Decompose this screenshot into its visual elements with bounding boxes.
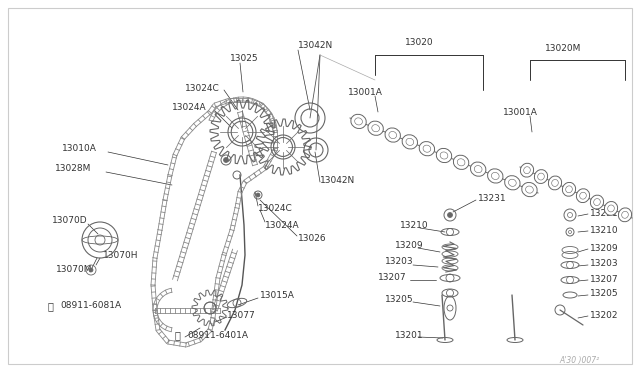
Text: 13025: 13025 bbox=[230, 54, 259, 62]
Ellipse shape bbox=[351, 114, 366, 129]
Ellipse shape bbox=[457, 159, 465, 166]
Ellipse shape bbox=[453, 155, 469, 169]
Text: 13010A: 13010A bbox=[62, 144, 97, 153]
Ellipse shape bbox=[520, 163, 534, 177]
Ellipse shape bbox=[423, 145, 431, 152]
Text: 13015A: 13015A bbox=[260, 291, 295, 299]
Text: 08911-6081A: 08911-6081A bbox=[60, 301, 121, 311]
Text: 13203: 13203 bbox=[385, 257, 413, 266]
Ellipse shape bbox=[552, 179, 558, 186]
Ellipse shape bbox=[474, 166, 482, 173]
Ellipse shape bbox=[563, 182, 575, 196]
Text: 13024A: 13024A bbox=[265, 221, 300, 230]
Ellipse shape bbox=[577, 189, 589, 203]
Circle shape bbox=[89, 268, 93, 272]
Ellipse shape bbox=[525, 186, 533, 193]
Text: 13205: 13205 bbox=[385, 295, 413, 305]
Text: 13042N: 13042N bbox=[320, 176, 355, 185]
Ellipse shape bbox=[470, 162, 486, 176]
Circle shape bbox=[223, 157, 228, 163]
Text: 13070H: 13070H bbox=[103, 250, 138, 260]
Text: 13024C: 13024C bbox=[185, 83, 220, 93]
Ellipse shape bbox=[538, 173, 544, 180]
Ellipse shape bbox=[580, 192, 586, 199]
Text: Ⓝ: Ⓝ bbox=[48, 301, 54, 311]
Ellipse shape bbox=[604, 202, 618, 215]
Text: 13201: 13201 bbox=[395, 330, 424, 340]
Text: 13001A: 13001A bbox=[348, 87, 383, 96]
Text: 13020M: 13020M bbox=[545, 44, 581, 52]
Text: 13231: 13231 bbox=[590, 208, 619, 218]
Text: 13042N: 13042N bbox=[298, 41, 333, 49]
Text: 13070M: 13070M bbox=[56, 266, 93, 275]
Ellipse shape bbox=[524, 167, 531, 174]
Ellipse shape bbox=[406, 138, 413, 145]
Text: 13207: 13207 bbox=[590, 275, 619, 283]
Ellipse shape bbox=[608, 205, 614, 212]
Ellipse shape bbox=[492, 172, 499, 180]
Text: 13203: 13203 bbox=[590, 260, 619, 269]
Ellipse shape bbox=[590, 195, 604, 209]
Ellipse shape bbox=[505, 176, 520, 190]
Ellipse shape bbox=[368, 121, 383, 135]
Ellipse shape bbox=[436, 148, 452, 163]
Circle shape bbox=[447, 212, 452, 218]
Text: 13231: 13231 bbox=[478, 193, 507, 202]
Text: 13210: 13210 bbox=[590, 225, 619, 234]
Ellipse shape bbox=[419, 142, 435, 156]
Text: 13209: 13209 bbox=[590, 244, 619, 253]
Ellipse shape bbox=[440, 152, 448, 159]
Ellipse shape bbox=[621, 211, 628, 218]
Text: 13026: 13026 bbox=[298, 234, 326, 243]
Ellipse shape bbox=[385, 128, 401, 142]
Circle shape bbox=[256, 193, 260, 197]
Ellipse shape bbox=[402, 135, 417, 149]
Ellipse shape bbox=[594, 199, 600, 205]
Ellipse shape bbox=[566, 186, 572, 193]
Ellipse shape bbox=[548, 176, 562, 190]
Text: 13020: 13020 bbox=[405, 38, 434, 46]
Text: 13205: 13205 bbox=[590, 289, 619, 298]
Text: 13028M: 13028M bbox=[55, 164, 92, 173]
Ellipse shape bbox=[522, 183, 537, 197]
Text: Ⓝ: Ⓝ bbox=[175, 330, 181, 340]
Ellipse shape bbox=[355, 118, 362, 125]
Text: 13210: 13210 bbox=[400, 221, 429, 230]
Text: 13202: 13202 bbox=[590, 311, 618, 320]
Text: 13070D: 13070D bbox=[52, 215, 88, 224]
Text: A'30 )007²: A'30 )007² bbox=[560, 356, 600, 365]
Ellipse shape bbox=[509, 179, 516, 186]
Text: 13209: 13209 bbox=[395, 241, 424, 250]
Ellipse shape bbox=[372, 125, 380, 132]
Text: 13001A: 13001A bbox=[503, 108, 538, 116]
Ellipse shape bbox=[618, 208, 632, 222]
Ellipse shape bbox=[534, 170, 548, 183]
Text: 13077: 13077 bbox=[227, 311, 256, 320]
Ellipse shape bbox=[488, 169, 503, 183]
Text: 08911-6401A: 08911-6401A bbox=[187, 330, 248, 340]
Text: 13207: 13207 bbox=[378, 273, 406, 282]
Ellipse shape bbox=[389, 131, 397, 139]
Text: 13024A: 13024A bbox=[172, 103, 207, 112]
Text: 13024C: 13024C bbox=[258, 203, 292, 212]
